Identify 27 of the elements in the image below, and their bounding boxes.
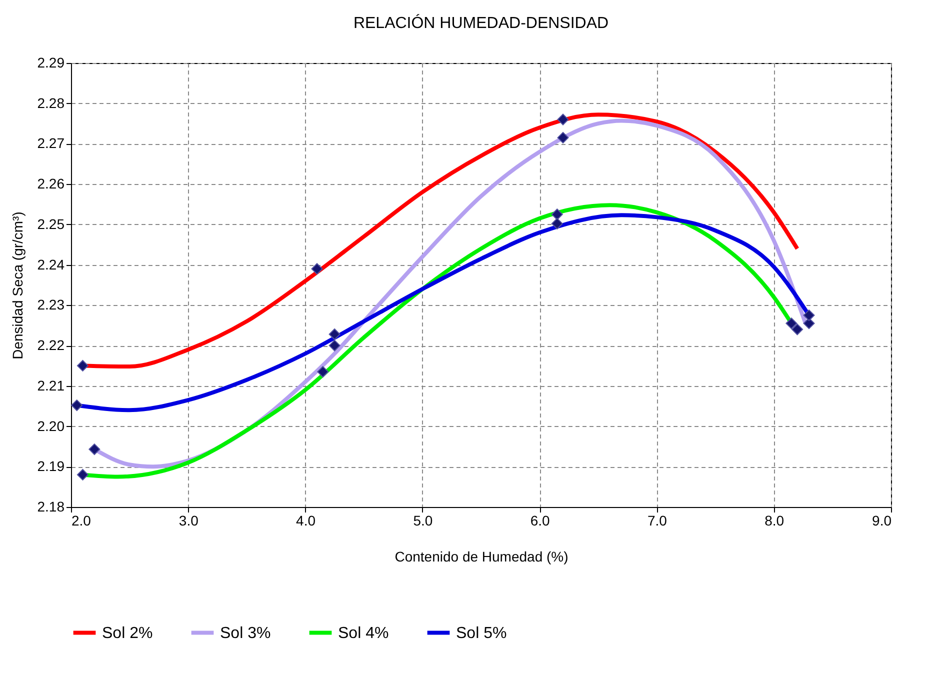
y-tick-label: 2.29 bbox=[37, 54, 65, 70]
y-tick-label: 2.20 bbox=[37, 418, 65, 434]
legend-label: Sol 3% bbox=[220, 624, 271, 642]
legend-label: Sol 4% bbox=[338, 624, 389, 642]
y-tick-label: 2.21 bbox=[37, 377, 65, 394]
x-tick-label: 4.0 bbox=[296, 512, 316, 528]
x-tick-label: 3.0 bbox=[178, 512, 199, 528]
x-tick-label: 2.0 bbox=[72, 512, 92, 528]
x-tick-label: 9.0 bbox=[872, 512, 892, 528]
y-tick-label: 2.25 bbox=[37, 216, 65, 232]
legend-label: Sol 5% bbox=[456, 624, 507, 642]
x-tick-label: 6.0 bbox=[530, 512, 550, 528]
x-axis-title: Contenido de Humedad (%) bbox=[394, 548, 568, 564]
legend-label: Sol 2% bbox=[102, 624, 153, 642]
y-tick-label: 2.27 bbox=[37, 135, 65, 152]
y-axis-title: Densidad Seca (gr/cm³) bbox=[9, 212, 26, 360]
y-tick-label: 2.26 bbox=[37, 176, 65, 192]
chart-title: RELACIÓN HUMEDAD-DENSIDAD bbox=[353, 14, 609, 32]
x-tick-label: 5.0 bbox=[413, 512, 433, 528]
x-tick-label: 7.0 bbox=[647, 512, 668, 528]
y-tick-label: 2.23 bbox=[37, 296, 65, 313]
y-tick-label: 2.22 bbox=[37, 337, 65, 354]
y-tick-label: 2.24 bbox=[37, 256, 65, 272]
y-tick-label: 2.18 bbox=[37, 498, 65, 514]
y-tick-label: 2.28 bbox=[37, 94, 65, 111]
x-tick-label: 8.0 bbox=[764, 512, 784, 528]
y-tick-label: 2.19 bbox=[37, 458, 65, 474]
